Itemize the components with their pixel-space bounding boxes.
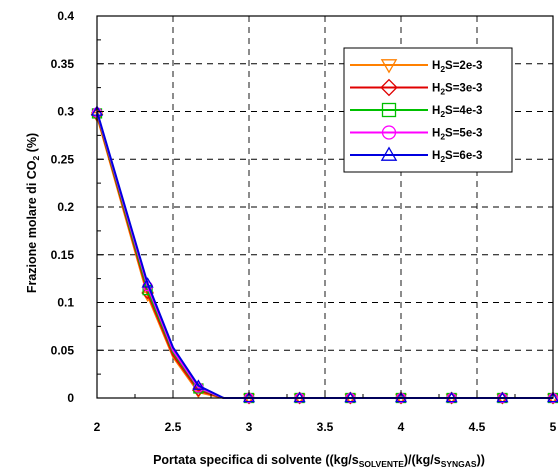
legend-label: H2S=5e-3 — [432, 128, 482, 142]
data-point — [192, 379, 205, 390]
y-axis-title: Frazione molare di CO2 (%) — [25, 133, 41, 293]
legend-marker — [380, 78, 398, 97]
y-tick-label: 0.05 — [51, 343, 75, 357]
y-tick-label: 0 — [67, 391, 74, 405]
x-tick-label: 3 — [246, 420, 253, 434]
legend-item: H2S=2e-3 — [350, 59, 482, 74]
axis-ticks: 2 2.5 3 3.5 4 4.5 5 0 0.05 0.1 0.15 0.2 0.25 0.3 0.35 0… — [51, 9, 557, 434]
y-tick-label: 0.15 — [51, 248, 75, 262]
x-tick-label: 4.5 — [469, 420, 486, 434]
data-point — [496, 391, 509, 403]
data-point — [394, 391, 408, 403]
legend-item: H2S=5e-3 — [350, 125, 482, 142]
x-tick-label: 2.5 — [165, 420, 182, 434]
legend-item: H2S=3e-3 — [350, 78, 482, 97]
legend-label: H2S=6e-3 — [432, 150, 482, 164]
data-point — [445, 391, 458, 403]
y-tick-label: 0.35 — [51, 57, 75, 71]
y-tick-label: 0.4 — [57, 9, 74, 23]
legend-item: H2S=6e-3 — [350, 146, 482, 164]
legend-label: H2S=3e-3 — [432, 83, 482, 97]
x-axis-title: Portata specifica di solvente ((kg/sSOLV… — [153, 453, 485, 469]
legend-label: H2S=2e-3 — [432, 60, 482, 74]
data-point — [293, 391, 306, 403]
data-point — [141, 277, 154, 288]
data-point — [344, 391, 357, 403]
x-tick-label: 5 — [550, 420, 557, 434]
data-point — [546, 391, 558, 403]
legend-marker — [380, 59, 398, 74]
y-tick-label: 0.1 — [57, 296, 74, 310]
y-tick-label: 0.2 — [57, 200, 74, 214]
data-point — [242, 391, 256, 403]
y-tick-label: 0.25 — [51, 152, 75, 166]
legend-marker — [380, 146, 398, 161]
legend-marker — [381, 125, 397, 140]
x-tick-label: 2 — [94, 420, 101, 434]
legend-item: H2S=4e-3 — [350, 102, 482, 119]
x-tick-label: 4 — [398, 420, 405, 434]
legend-label: H2S=4e-3 — [432, 105, 482, 119]
legend-marker — [381, 102, 397, 118]
x-tick-label: 3.5 — [317, 420, 334, 434]
y-tick-label: 0.3 — [57, 105, 74, 119]
legend: H2S=2e-3 H2S=3e-3 H2S=4e-3 H2S=5e-3 H2S=6e-3 — [343, 47, 513, 173]
